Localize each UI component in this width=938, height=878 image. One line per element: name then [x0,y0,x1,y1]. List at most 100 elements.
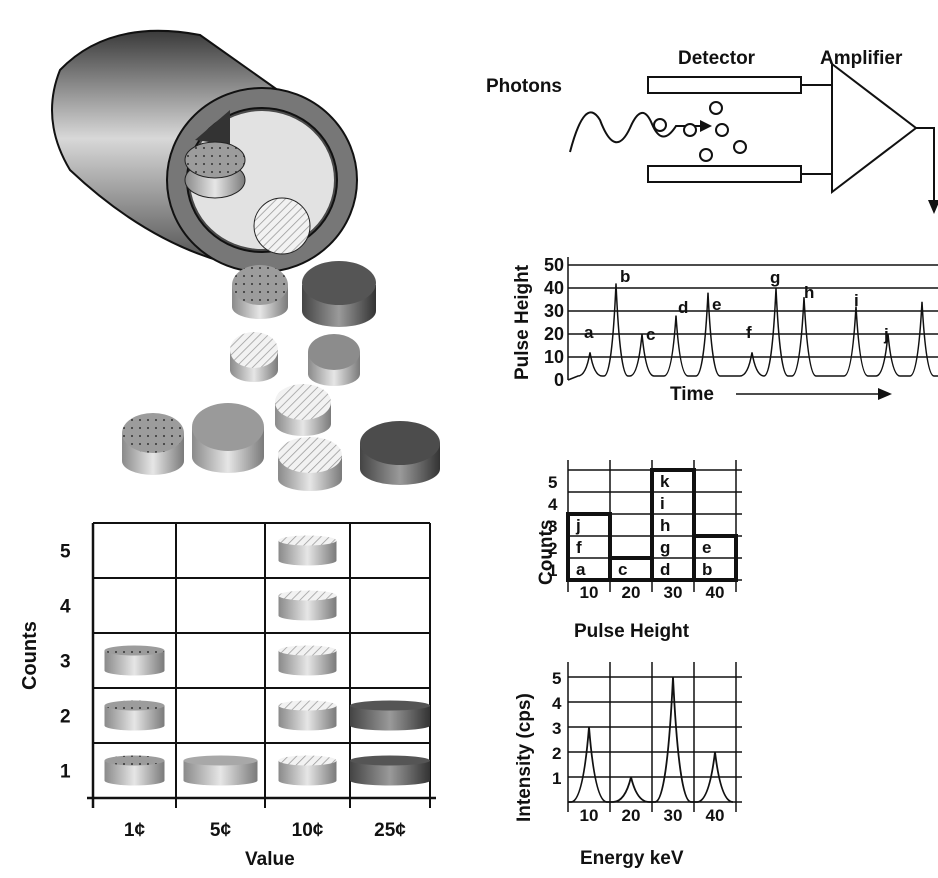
pulse-ytick: 0 [554,370,564,390]
pulse-ytick: 10 [544,347,564,367]
coin-top [278,755,337,766]
coin-bottom [104,775,165,786]
coin-hist-category: 25¢ [374,820,406,841]
coin-top [350,755,430,766]
photon-wave [569,111,700,153]
pulse-hist-xtick: 10 [580,583,599,602]
pulse-hist-xtick: 30 [664,583,683,602]
coin-side [104,760,165,781]
spectrum-xlabel: Energy keV [580,848,684,869]
coin-penny [232,265,288,319]
spectrum-line [568,676,734,803]
pulse-ytick: 50 [544,255,564,275]
pulse-hist-ylabel: Counts [536,520,557,585]
amplifier-label: Amplifier [820,48,903,69]
pulse-trace [567,283,938,381]
coin-stack-coin [350,700,430,731]
coin-bottom [278,720,337,731]
coin-stack-coin [278,590,337,621]
coin-penny [122,413,184,475]
peak-label: d [678,298,688,317]
spectrum-ylabel: Intensity (cps) [514,693,535,822]
detector-label: Detector [678,48,756,69]
coin-hist-ylabel: Counts [19,621,41,690]
coin-top [104,645,165,656]
pulse-hist-letter: b [702,560,712,579]
amplifier-triangle [831,61,918,195]
coin-stack-coin [278,645,337,676]
pulse-hist-letter: j [575,516,581,535]
peak-label: g [770,268,780,287]
coin-hist-category: 10¢ [292,820,324,841]
coin-top [278,645,337,656]
pulse-hist-ytick: 5 [548,473,557,492]
pulse-ytick: 40 [544,278,564,298]
coin-top [350,700,430,711]
pulse-hist-xtick: 20 [622,583,641,602]
pulse-hist-letter: g [660,538,670,557]
coin-hist-xlabel: Value [245,849,295,870]
electron-cloud [653,101,747,162]
coin-nickel [192,403,264,473]
coin-hist-ytick: 2 [60,707,71,728]
coin-hist-ytick: 3 [60,652,71,673]
coin-side [278,760,337,781]
peak-label: f [746,323,752,342]
pulse-height-plot: Pulse Height 0 10 20 30 40 50 a b c d e f g h i j Time [512,255,938,405]
pulse-hist-letter: f [576,538,582,557]
coin-bottom [278,610,337,621]
coin-bottom [350,775,430,786]
coin-container-illustration [51,29,358,273]
pulse-hist-ytick: 3 [548,517,557,536]
coin-hist-ytick: 1 [60,762,71,783]
pulse-xlabel: Time [670,384,714,405]
detector-plate-bottom [647,165,802,183]
coin-side [278,540,337,561]
coin-side [278,595,337,616]
peak-label: a [584,323,594,342]
coin-side [183,760,258,781]
coin-side [104,705,165,726]
coin-bottom [183,775,258,786]
coin-side [350,760,430,781]
spectrum-ytick: 1 [552,769,561,788]
pulse-hist-letter: i [660,494,665,513]
energy-spectrum-chart: Intensity (cps) 1 2 3 4 5 10 20 30 40 Energy keV [514,662,742,869]
coin-stack-coin [278,535,337,566]
coin-nickel [308,334,360,386]
spectrum-xtick: 40 [706,806,725,825]
coin-bottom [350,720,430,731]
coin-top [278,700,337,711]
detector-schematic: Photons Detector Amplifier [486,48,938,214]
coin-hist-ytick: 4 [60,597,71,618]
coin-dime [230,332,278,382]
coin-histogram: Counts 1 2 3 4 5 1¢ 5¢ 10¢ 25¢ Value [19,522,436,870]
coin-bottom [278,665,337,676]
spectrum-ytick: 3 [552,719,561,738]
spectrum-ytick: 2 [552,744,561,763]
pulse-hist-letter: a [576,560,586,579]
pulse-hist-letter: c [618,560,627,579]
pulse-hist-bar [650,468,696,582]
pulse-hist-xlabel: Pulse Height [574,621,690,642]
falling-coins [122,261,440,491]
coin-stack-coin [278,700,337,731]
coin-stack-coin [104,700,165,731]
photons-label: Photons [486,76,562,97]
coin-top [183,755,258,766]
pulse-hist-bar [692,534,738,582]
pulse-hist-xtick: 40 [706,583,725,602]
coin-stack-coin [278,755,337,786]
spectrum-xtick: 20 [622,806,641,825]
coin-top [278,535,337,546]
pulse-hist-letter: e [702,538,711,557]
pulse-ytick: 20 [544,324,564,344]
pulse-hist-ytick: 1 [548,561,557,580]
coin-stack-coin [104,645,165,676]
pulse-hist-letter: k [660,472,670,491]
coin-side [278,705,337,726]
spectrum-xtick: 30 [664,806,683,825]
spectrum-ytick: 5 [552,669,561,688]
